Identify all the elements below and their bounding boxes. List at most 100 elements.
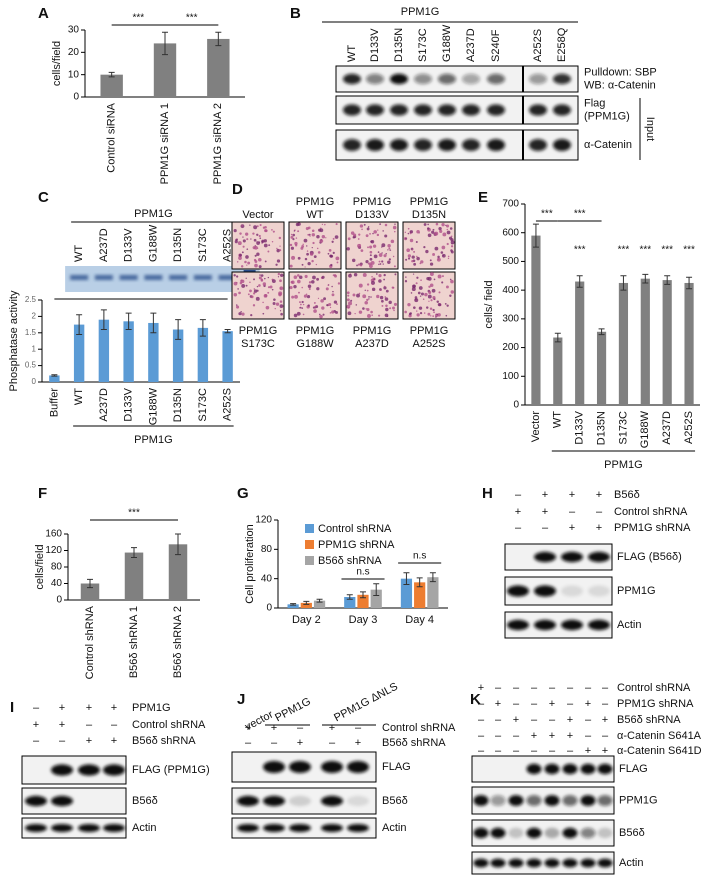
condition-sign: –: [513, 682, 520, 694]
image-label: WT: [306, 209, 323, 221]
cell-stain: [429, 262, 434, 266]
cell-stain: [346, 298, 350, 302]
cell-stain: [388, 247, 391, 250]
image-label: PPM1G: [296, 325, 335, 337]
cell-stain: [364, 300, 368, 305]
cell-stain: [425, 249, 429, 254]
cell-stain: [387, 260, 391, 264]
y-tick-label: 600: [502, 227, 519, 238]
error-bar: [416, 577, 423, 588]
blot-band: [490, 858, 506, 868]
cell-stain: [275, 302, 280, 306]
cell-stain: [382, 230, 384, 232]
legend-swatch: [305, 556, 314, 565]
gel-lane-label: A252S: [222, 229, 234, 262]
cell-stain: [385, 307, 389, 312]
condition-sign: +: [297, 737, 303, 749]
blot-band: [544, 795, 560, 806]
cell-stain: [314, 305, 317, 308]
cell-stain: [260, 274, 264, 277]
blot-band: [529, 139, 547, 151]
condition-sign: –: [515, 522, 522, 534]
cell-stain: [346, 247, 350, 251]
blot-band: [487, 73, 505, 85]
blot-band: [390, 73, 408, 85]
cell-stain: [300, 246, 304, 250]
cell-stain: [372, 232, 374, 235]
cell-stain: [358, 292, 361, 295]
bar: [414, 582, 426, 608]
blot-band: [553, 73, 571, 85]
cell-stain: [391, 286, 394, 289]
cell-stain: [332, 251, 335, 254]
error-bar: [125, 312, 132, 331]
x-tick-label: A237D: [661, 411, 673, 445]
cell-stain: [265, 305, 270, 310]
condition-sign: –: [59, 735, 66, 747]
micrograph: [288, 221, 342, 270]
error-bar: [429, 572, 436, 583]
error-bar: [87, 578, 93, 589]
cell-stain: [373, 278, 376, 280]
condition-sign: –: [495, 745, 502, 757]
blot-band: [580, 795, 596, 806]
condition-sign: –: [531, 682, 538, 694]
cell-stain: [375, 273, 378, 275]
blot-band: [347, 824, 369, 832]
cell-stain: [373, 254, 378, 259]
cell-stain: [433, 278, 436, 281]
cell-stain: [387, 243, 391, 248]
image-label: PPM1G: [239, 325, 278, 337]
y-tick-label: 40: [261, 573, 273, 584]
blot-header: PPM1G: [401, 6, 440, 18]
cell-stain: [238, 312, 242, 316]
cell-stain: [311, 229, 315, 233]
blot-band: [263, 824, 285, 832]
cell-stain: [364, 289, 366, 292]
image-label: Vector: [242, 209, 274, 221]
blot-band: [508, 795, 524, 806]
cell-stain: [279, 304, 284, 308]
cell-stain: [331, 310, 335, 314]
cell-stain: [272, 302, 276, 306]
cell-stain: [295, 222, 300, 227]
cell-stain: [411, 255, 415, 259]
cell-stain: [427, 312, 431, 316]
cell-stain: [331, 240, 334, 243]
cell-stain: [382, 263, 384, 265]
cell-stain: [335, 256, 340, 261]
cell-stain: [252, 304, 256, 307]
panel-label: A: [38, 5, 49, 22]
cell-stain: [385, 253, 387, 255]
legend-swatch: [305, 540, 314, 549]
condition-label: PPM1G shRNA: [617, 698, 694, 710]
cell-stain: [385, 289, 389, 293]
bar: [98, 319, 110, 382]
cell-stain: [278, 236, 282, 240]
condition-sign: +: [542, 489, 548, 501]
error-bar: [373, 583, 380, 597]
x-tick-label: Day 2: [292, 614, 321, 626]
cell-stain: [254, 263, 258, 268]
cell-stain: [337, 282, 341, 285]
cell-stain: [319, 313, 321, 316]
cell-stain: [389, 249, 392, 251]
cell-stain: [242, 245, 245, 248]
cell-stain: [308, 287, 311, 291]
cell-stain: [334, 274, 337, 278]
cell-stain: [446, 285, 449, 289]
significance-label: n.s: [356, 567, 369, 578]
cell-stain: [413, 262, 417, 266]
cell-stain: [450, 290, 455, 294]
cell-stain: [262, 312, 265, 315]
lane-label: A252S: [532, 29, 544, 62]
gel-lane-label: G188W: [147, 224, 159, 262]
error-bar: [76, 314, 83, 335]
cell-stain: [394, 273, 397, 276]
condition-label: Control shRNA: [382, 722, 456, 734]
cell-stain: [290, 235, 294, 239]
bar: [344, 597, 356, 608]
micrograph: [231, 221, 285, 270]
panel-label: G: [237, 485, 249, 502]
blot-band: [103, 764, 125, 776]
